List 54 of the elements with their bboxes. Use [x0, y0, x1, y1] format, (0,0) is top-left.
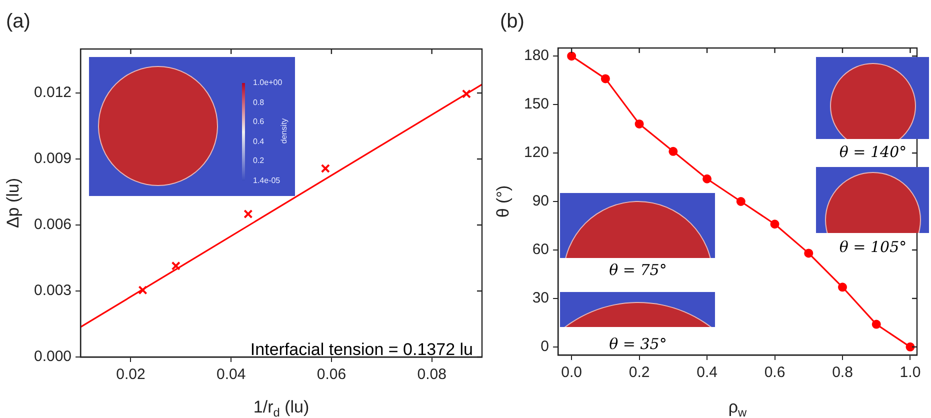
- y-tick-label: 150: [524, 96, 550, 113]
- point: [838, 282, 847, 292]
- x-tick-label: 1.0: [900, 364, 921, 382]
- point: [804, 248, 814, 258]
- y-tick-label: 0.003: [34, 282, 72, 300]
- y-tick-label: 0.006: [34, 216, 72, 234]
- point: [138, 286, 148, 295]
- annotation: density: [280, 118, 290, 144]
- x-tick-label: 0.0: [561, 364, 582, 382]
- y-tick-label: 180: [524, 47, 550, 64]
- y-axis-title: Δp (lu): [4, 178, 23, 228]
- point: [320, 164, 330, 173]
- point: [770, 220, 780, 229]
- point: [600, 74, 610, 84]
- point: [702, 174, 712, 184]
- point: [567, 52, 576, 61]
- y-axis-title: θ (°): [494, 185, 513, 218]
- y-tick-label: 60: [532, 241, 550, 258]
- x-tick-label: 0.6: [764, 364, 786, 382]
- x-tick-label: 0.2: [628, 364, 650, 382]
- point: [668, 146, 678, 156]
- annotation: 1.0e+00: [253, 78, 282, 88]
- annotation: θ = 35°: [608, 335, 668, 353]
- y-tick-label: 30: [532, 290, 550, 307]
- x-tick-label: 0.4: [696, 364, 718, 382]
- annotation: Interfacial tension = 0.1372 lu: [250, 340, 473, 360]
- annotation: 0.8: [253, 98, 264, 108]
- point: [244, 209, 253, 219]
- point: [462, 89, 471, 98]
- x-tick-label: 0.04: [216, 366, 246, 384]
- y-tick-label: 0.000: [34, 348, 72, 366]
- x-tick-label: 0.06: [316, 366, 346, 384]
- y-tick-label: 120: [524, 144, 550, 162]
- x-tick-label: 0.02: [116, 366, 146, 384]
- annotation: 0.2: [253, 156, 264, 166]
- x-tick-label: 0.08: [417, 366, 446, 384]
- point: [736, 197, 746, 206]
- x-tick-label: 0.8: [832, 364, 853, 382]
- point: [872, 320, 881, 329]
- y-tick-label: 0: [540, 338, 550, 356]
- annotation: θ = 105°: [838, 238, 908, 256]
- annotation: θ = 140°: [838, 143, 908, 161]
- chart-title: (b): [500, 10, 524, 33]
- y-tick-label: 0.009: [34, 150, 72, 168]
- point: [634, 119, 644, 128]
- y-tick-label: 90: [532, 192, 550, 210]
- annotation: 0.6: [253, 117, 264, 128]
- y-tick-label: 0.012: [34, 84, 72, 102]
- annotation: 0.4: [253, 136, 264, 147]
- annotation: 1.4e-05: [253, 176, 280, 186]
- point: [906, 342, 915, 352]
- chart-title: (a): [6, 10, 30, 33]
- annotation: θ = 75°: [608, 261, 668, 279]
- point: [171, 261, 180, 270]
